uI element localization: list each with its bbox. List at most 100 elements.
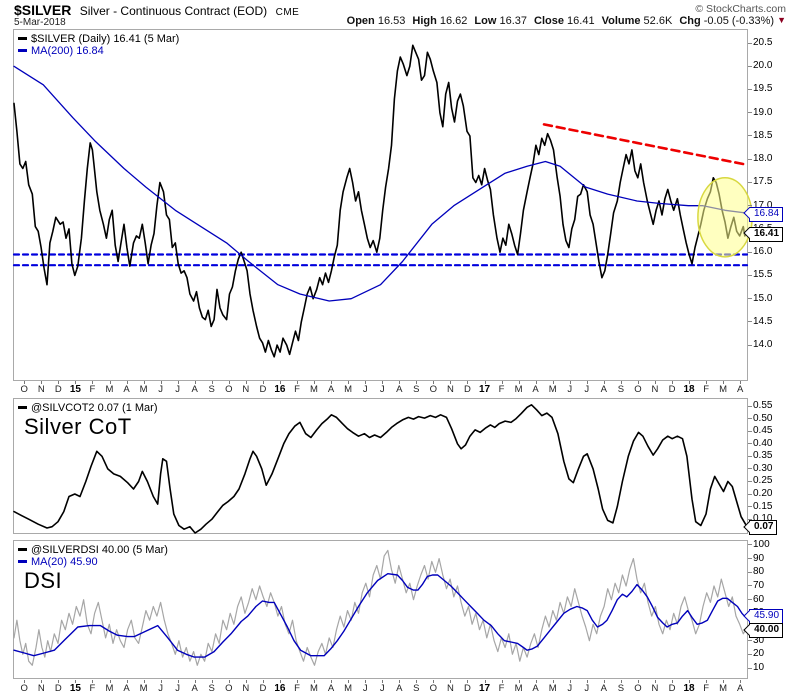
- month-label-N: N: [446, 683, 454, 694]
- month-tick: [41, 680, 43, 683]
- month-label-F: F: [89, 683, 96, 694]
- y-axis-tick: [748, 455, 752, 457]
- y-axis-tick: [748, 585, 752, 587]
- y-axis-tick-label: 17.5: [753, 176, 773, 188]
- month-label-M: M: [139, 384, 148, 395]
- y-axis-tick: [748, 544, 752, 546]
- y-axis-tick-label: 17.0: [753, 199, 773, 211]
- legend-dash-icon: [18, 548, 27, 551]
- month-tick: [331, 381, 333, 384]
- y-axis-tick-label: 18.5: [753, 129, 773, 141]
- month-tick: [433, 381, 435, 384]
- copyright-label: © StockCharts.com: [695, 3, 786, 15]
- month-tick: [24, 680, 26, 683]
- month-label-M: M: [514, 683, 523, 694]
- month-label-O: O: [225, 384, 233, 395]
- month-label-M: M: [719, 683, 728, 694]
- y-axis-tick-label: 0.45: [753, 425, 773, 437]
- month-tick: [126, 381, 128, 384]
- legend-dsi-1: MA(20) 45.90: [18, 556, 98, 568]
- month-label-J: J: [379, 683, 385, 694]
- month-label-O: O: [225, 683, 233, 694]
- month-tick: [365, 381, 367, 384]
- month-label-F: F: [498, 384, 505, 395]
- month-label-16: 16: [274, 384, 286, 395]
- month-label-A: A: [532, 384, 539, 395]
- month-label-F: F: [294, 683, 300, 694]
- legend-dash-icon: [18, 406, 27, 409]
- y-axis-tick: [748, 558, 752, 560]
- month-tick: [314, 381, 315, 384]
- month-tick: [552, 381, 554, 384]
- month-label-A: A: [123, 384, 130, 395]
- quote-high-label: High: [412, 15, 437, 27]
- month-tick: [467, 381, 469, 384]
- legend-dash-icon: [18, 49, 27, 52]
- month-tick: [723, 680, 725, 683]
- month-tick: [484, 680, 486, 683]
- month-tick: [433, 680, 435, 683]
- quote-chg-label: Chg: [679, 15, 701, 27]
- month-label-16: 16: [274, 683, 286, 694]
- month-label-O: O: [634, 683, 642, 694]
- y-axis-tick-label: 90: [753, 552, 765, 564]
- quote-low-label: Low: [474, 15, 497, 27]
- y-axis-tick-label: 0.55: [753, 400, 773, 412]
- chart-title: Silver - Continuous Contract (EOD): [79, 4, 268, 18]
- month-label-A: A: [532, 683, 539, 694]
- y-axis-tick: [748, 274, 752, 276]
- month-label-J: J: [584, 384, 590, 395]
- month-tick: [297, 381, 298, 384]
- month-tick: [75, 680, 77, 683]
- quote-open-label: Open: [346, 15, 375, 27]
- y-axis-tick: [748, 480, 752, 482]
- legend-price-1: MA(200) 16.84: [18, 45, 104, 57]
- month-label-F: F: [498, 683, 505, 694]
- month-label-A: A: [737, 683, 744, 694]
- month-tick: [177, 680, 179, 683]
- last-value-box-40.00: 40.00: [749, 623, 784, 639]
- month-label-M: M: [105, 384, 114, 395]
- month-label-A: A: [600, 384, 607, 395]
- month-tick: [177, 381, 179, 384]
- symbol-label: $SILVER: [14, 2, 72, 18]
- month-tick: [126, 680, 128, 683]
- last-value-box-16.84: 16.84: [749, 206, 784, 222]
- y-axis-tick: [748, 112, 752, 114]
- MA20-line: [13, 573, 748, 658]
- y-axis-tick: [748, 135, 752, 137]
- y-axis-tick-label: 0.30: [753, 462, 773, 474]
- month-tick: [262, 381, 264, 384]
- quote-close-label: Close: [534, 15, 564, 27]
- y-axis-tick-label: 80: [753, 566, 765, 578]
- legend-text: MA(200) 16.84: [31, 45, 104, 57]
- y-axis-tick: [748, 344, 752, 346]
- month-label-M: M: [514, 384, 523, 395]
- quote-volume-value: 52.6K: [640, 15, 673, 27]
- legend-price-0: $SILVER (Daily) 16.41 (5 Mar): [18, 33, 179, 45]
- month-label-F: F: [703, 384, 709, 395]
- month-label-O: O: [20, 384, 28, 395]
- month-tick: [637, 680, 639, 683]
- month-label-J: J: [158, 683, 163, 694]
- month-tick: [58, 680, 60, 683]
- month-label-D: D: [668, 384, 676, 395]
- month-label-M: M: [344, 683, 353, 694]
- month-label-17: 17: [478, 683, 491, 694]
- cot-plot: [13, 404, 748, 534]
- month-label-D: D: [259, 683, 267, 694]
- month-label-N: N: [37, 384, 45, 395]
- month-tick: [160, 680, 162, 683]
- month-tick: [348, 381, 350, 384]
- month-label-D: D: [463, 683, 471, 694]
- chart-date: 5-Mar-2018: [14, 17, 66, 28]
- y-axis-tick: [748, 405, 752, 407]
- month-tick: [603, 381, 605, 384]
- quote-high-value: 16.62: [436, 15, 468, 27]
- quote-close-value: 16.41: [563, 15, 595, 27]
- month-tick: [143, 680, 145, 683]
- y-axis-tick: [748, 42, 752, 44]
- y-axis-tick-label: 18.0: [753, 153, 773, 165]
- month-tick: [552, 680, 554, 683]
- month-tick: [228, 381, 230, 384]
